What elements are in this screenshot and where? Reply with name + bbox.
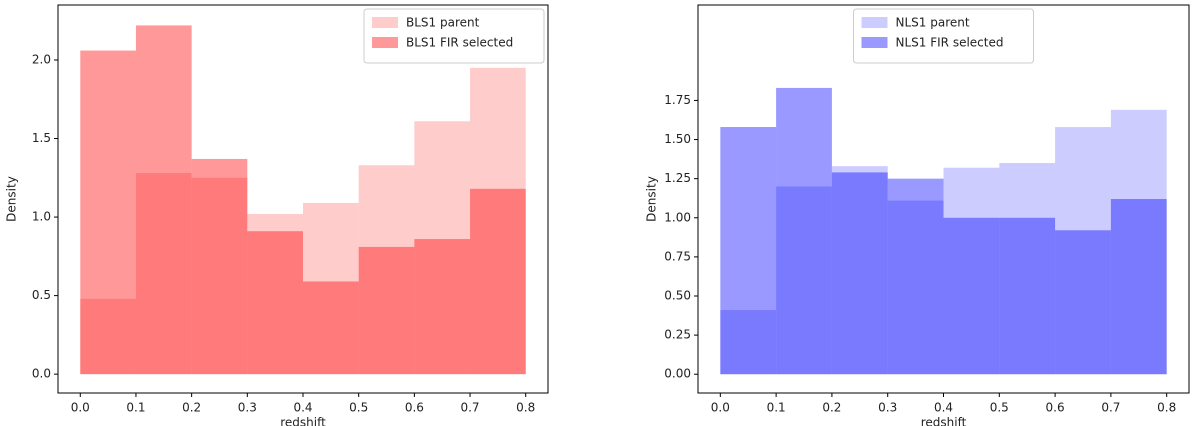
x-tick-label: 0.6 — [405, 401, 424, 415]
bar — [470, 188, 526, 375]
bar — [720, 127, 777, 375]
bar — [1055, 127, 1111, 375]
y-tick-label: 1.50 — [664, 132, 691, 146]
legend-label: BLS1 parent — [406, 16, 480, 30]
legend: NLS1 parent NLS1 FIR selected — [853, 8, 1034, 64]
bar — [1110, 199, 1167, 375]
x-tick-label: 0.1 — [126, 401, 145, 415]
bar — [887, 178, 944, 375]
bar — [80, 298, 136, 375]
bar — [776, 87, 832, 375]
legend-label: NLS1 FIR selected — [896, 36, 1004, 50]
x-tick-label: 0.7 — [1101, 401, 1120, 415]
bar — [135, 173, 192, 375]
x-tick-label: 0.4 — [934, 401, 953, 415]
legend-box — [853, 8, 1034, 64]
legend-label: NLS1 parent — [896, 16, 970, 30]
y-axis-label: Density — [645, 176, 659, 222]
x-tick-label: 0.8 — [516, 401, 535, 415]
x-tick-label: 0.6 — [1046, 401, 1065, 415]
x-axis-label: redshift — [921, 416, 967, 426]
bar — [470, 67, 526, 375]
y-tick-label: 1.0 — [32, 210, 51, 224]
legend-swatch — [372, 17, 398, 28]
bar — [943, 217, 1000, 375]
y-tick-label: 1.75 — [664, 93, 691, 107]
legend-box — [363, 8, 545, 64]
bar — [303, 202, 359, 375]
bar — [358, 246, 415, 375]
x-tick-label: 0.2 — [182, 401, 201, 415]
x-tick-label: 0.0 — [711, 401, 730, 415]
bar — [887, 200, 944, 375]
bar — [943, 167, 1000, 375]
legend-swatch — [861, 17, 888, 28]
bar — [776, 186, 832, 375]
legend-label: BLS1 FIR selected — [406, 36, 513, 50]
x-tick-label: 0.1 — [767, 401, 786, 415]
bar — [999, 217, 1056, 375]
x-tick-label: 0.5 — [990, 401, 1009, 415]
bar — [831, 166, 888, 375]
bar — [80, 50, 136, 375]
bar — [1055, 230, 1111, 375]
bar — [191, 177, 248, 375]
x-tick-label: 0.3 — [878, 401, 897, 415]
bar — [414, 239, 471, 375]
y-tick-label: 0.25 — [664, 328, 691, 342]
x-tick-label: 0.2 — [822, 401, 841, 415]
y-tick-label: 0.0 — [32, 367, 51, 381]
x-tick-label: 0.8 — [1157, 401, 1176, 415]
y-tick-label: 0.5 — [32, 288, 51, 302]
bar — [135, 25, 192, 375]
y-axis-label: Density — [5, 176, 19, 222]
bar — [358, 165, 415, 375]
x-tick-label: 0.5 — [349, 401, 368, 415]
y-tick-label: 0.50 — [664, 289, 691, 303]
y-tick-label: 0.75 — [664, 249, 691, 263]
legend-swatch — [372, 37, 398, 48]
y-tick-label: 0.00 — [664, 367, 691, 381]
x-tick-label: 0.3 — [238, 401, 257, 415]
y-tick-label: 2.0 — [32, 52, 51, 66]
bar — [720, 310, 777, 375]
y-tick-label: 1.5 — [32, 131, 51, 145]
legend-swatch — [861, 37, 888, 48]
chart: 0.0 0.1 0.2 0.3 0.4 0.5 0.6 0.7 0.8 0.00 0.25 0.50 0… — [645, 4, 1190, 426]
bar — [999, 163, 1056, 375]
bar — [191, 158, 248, 375]
x-tick-label: 0.0 — [71, 401, 90, 415]
y-tick-label: 1.00 — [664, 210, 691, 224]
bar — [247, 231, 303, 375]
bar — [247, 213, 303, 375]
legend: BLS1 parent BLS1 FIR selected — [363, 8, 545, 64]
chart: 0.0 0.1 0.2 0.3 0.4 0.5 0.6 0.7 0.8 0.0 0.5 1.0 1.5 2… — [5, 4, 549, 426]
bar — [303, 281, 359, 375]
bar — [1110, 109, 1167, 375]
x-tick-label: 0.7 — [460, 401, 479, 415]
bar — [831, 172, 888, 375]
x-axis-label: redshift — [280, 416, 326, 426]
x-tick-label: 0.4 — [293, 401, 312, 415]
y-tick-label: 1.25 — [664, 171, 691, 185]
bar — [414, 121, 471, 375]
